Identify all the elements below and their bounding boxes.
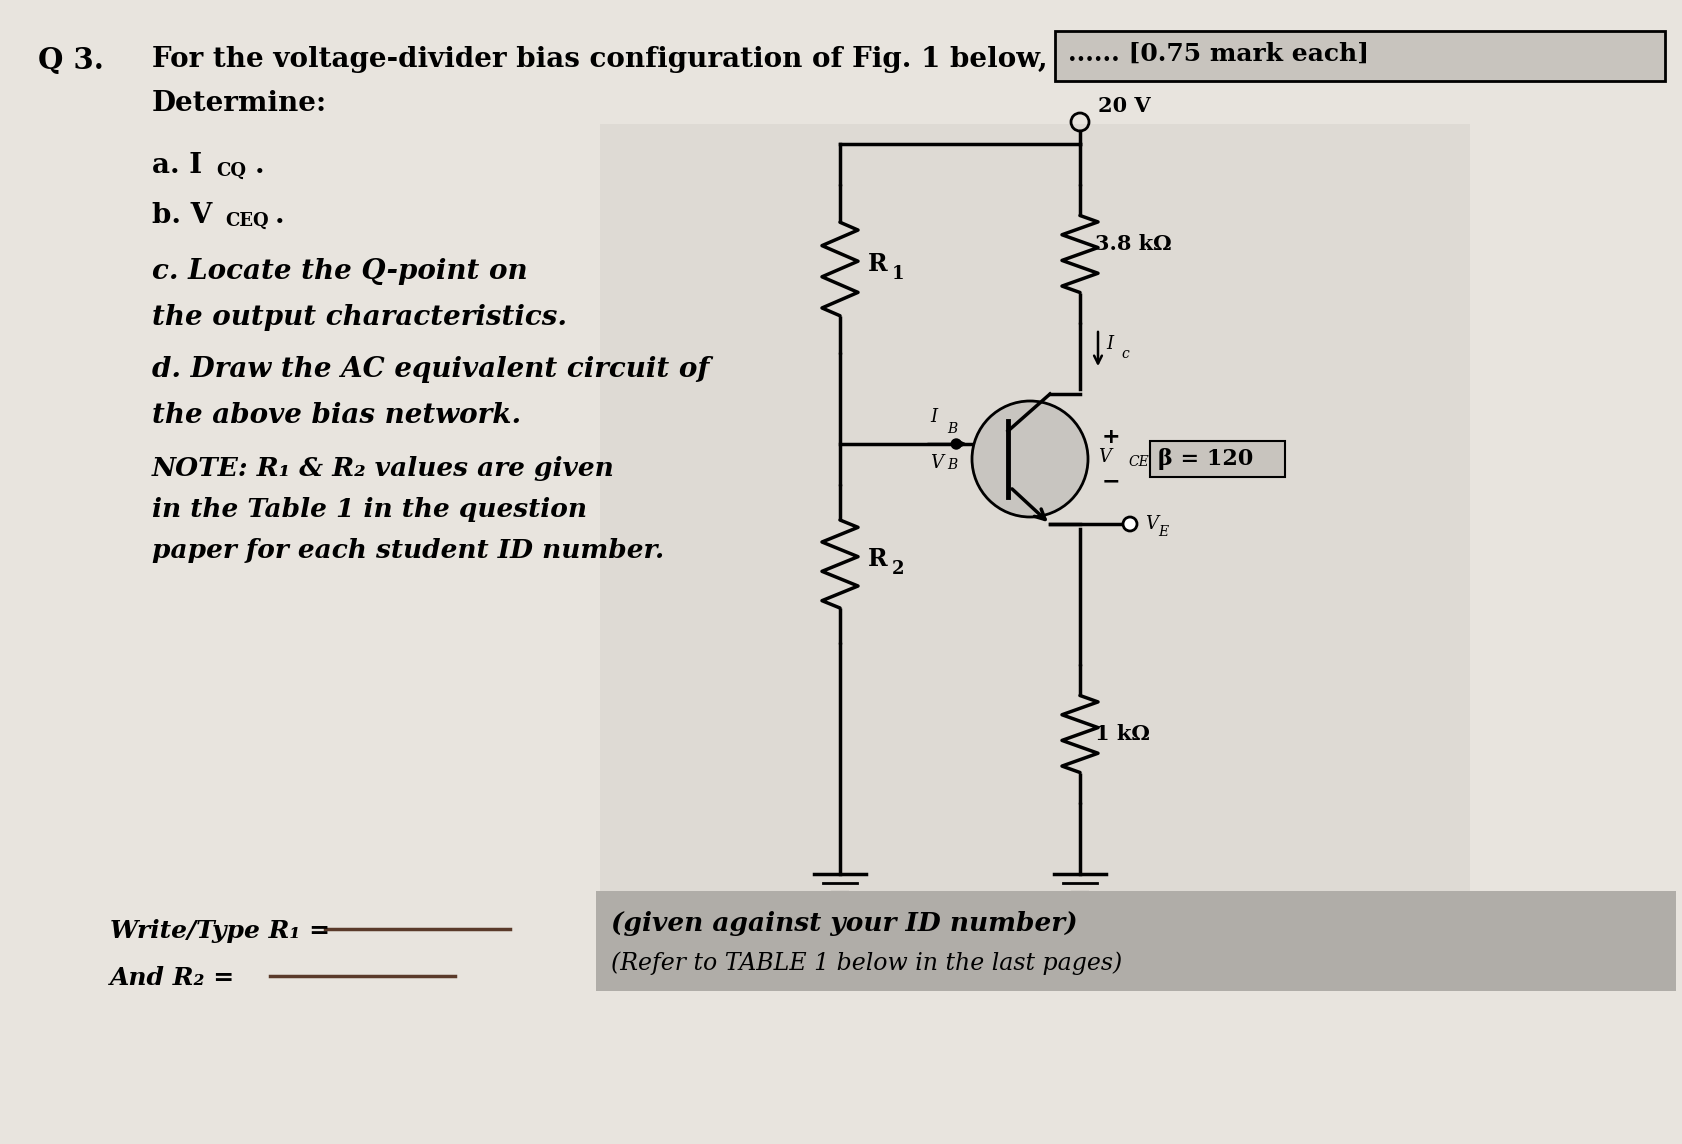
Text: V: V xyxy=(1097,448,1110,466)
Text: in the Table 1 in the question: in the Table 1 in the question xyxy=(151,496,587,522)
Text: Q 3.: Q 3. xyxy=(39,46,104,76)
Text: β = 120: β = 120 xyxy=(1157,448,1253,470)
Text: ...... [0.75 mark each]: ...... [0.75 mark each] xyxy=(1068,42,1369,66)
Bar xyxy=(1055,31,1663,81)
Bar xyxy=(595,891,1675,991)
Text: B: B xyxy=(947,422,957,436)
Text: −: − xyxy=(1102,471,1120,491)
Text: CQ: CQ xyxy=(215,162,246,180)
Text: B: B xyxy=(947,458,957,472)
Text: a. I: a. I xyxy=(151,152,202,178)
Text: .: . xyxy=(274,202,284,229)
Text: c: c xyxy=(1120,347,1129,362)
Text: E: E xyxy=(1157,525,1167,539)
Text: the output characteristics.: the output characteristics. xyxy=(151,304,567,331)
Text: NOTE: R₁ & R₂ values are given: NOTE: R₁ & R₂ values are given xyxy=(151,456,614,480)
Circle shape xyxy=(950,439,960,448)
Text: For the voltage-divider bias configuration of Fig. 1 below,: For the voltage-divider bias configurati… xyxy=(151,46,1046,73)
Bar xyxy=(600,124,1468,959)
Circle shape xyxy=(972,402,1087,517)
Text: (given against your ID number): (given against your ID number) xyxy=(611,911,1076,936)
Text: I: I xyxy=(1105,335,1112,353)
Text: Determine:: Determine: xyxy=(151,90,326,117)
Text: 2: 2 xyxy=(891,561,903,578)
Text: CEQ: CEQ xyxy=(225,212,269,230)
Text: And R₂ =: And R₂ = xyxy=(109,966,235,990)
Text: paper for each student ID number.: paper for each student ID number. xyxy=(151,538,664,563)
Text: b. V: b. V xyxy=(151,202,212,229)
Text: +: + xyxy=(1102,427,1120,447)
Circle shape xyxy=(1122,517,1137,531)
Text: 1: 1 xyxy=(891,265,903,283)
Text: the above bias network.: the above bias network. xyxy=(151,402,521,429)
Text: Fig. 1: Fig. 1 xyxy=(690,909,769,934)
Bar xyxy=(1149,440,1285,477)
Text: CE: CE xyxy=(1127,455,1149,469)
Text: d. Draw the AC equivalent circuit of: d. Draw the AC equivalent circuit of xyxy=(151,356,708,383)
Text: V: V xyxy=(930,454,942,472)
Text: R: R xyxy=(868,252,886,276)
Text: (Refer to TABLE 1 below in the last pages): (Refer to TABLE 1 below in the last page… xyxy=(611,951,1122,975)
Text: c. Locate the Q-point on: c. Locate the Q-point on xyxy=(151,259,528,285)
Text: .: . xyxy=(256,152,264,178)
Text: R: R xyxy=(868,547,886,571)
Text: 1 kΩ: 1 kΩ xyxy=(1095,724,1149,744)
Text: 20 V: 20 V xyxy=(1097,96,1150,116)
Text: V: V xyxy=(1144,515,1157,533)
Text: Write/Type R₁ =: Write/Type R₁ = xyxy=(109,919,330,943)
Text: I: I xyxy=(930,408,937,426)
Text: 3.8 kΩ: 3.8 kΩ xyxy=(1095,235,1171,254)
